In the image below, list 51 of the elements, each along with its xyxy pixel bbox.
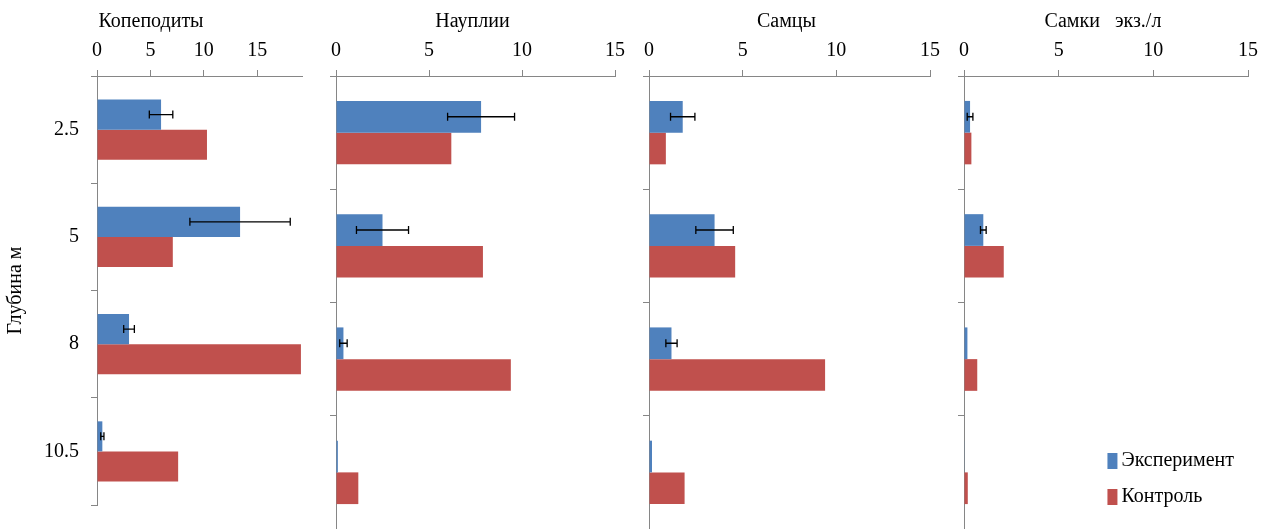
x-tick-label: 5	[737, 38, 748, 60]
bar	[97, 451, 179, 482]
x-tick-label: 10	[826, 38, 847, 60]
y-axis-title: Глубина м	[3, 246, 27, 335]
y-tick-label: 8	[69, 331, 79, 354]
x-tick-label: 10	[193, 38, 214, 60]
bar	[97, 236, 173, 267]
x-tick-label: 0	[644, 38, 654, 60]
chart-title: Самки экз./л	[1044, 9, 1162, 32]
x-tick-label: 15	[920, 38, 940, 60]
bar	[964, 245, 1004, 278]
bar	[964, 359, 978, 391]
x-tick-label: 15	[605, 38, 625, 60]
x-tick-label: 10	[512, 38, 532, 60]
x-tick-label: 0	[92, 38, 102, 60]
bar	[97, 314, 130, 345]
bar	[649, 214, 715, 246]
x-tick-label: 15	[1238, 38, 1258, 60]
chart-title: Науплии	[435, 9, 510, 33]
y-tick-label: 10.5	[44, 438, 79, 461]
bar	[97, 99, 162, 130]
y-tick-label: 2.5	[54, 116, 79, 139]
bar	[336, 245, 483, 278]
x-tick-label: 5	[145, 38, 156, 60]
bar	[964, 472, 968, 505]
bar	[336, 214, 383, 246]
y-tick-label: 5	[69, 224, 79, 247]
bar	[336, 100, 482, 133]
bar	[97, 206, 241, 237]
legend-label: Контроль	[1121, 484, 1203, 508]
bar	[649, 327, 672, 360]
chart-title: Копеподиты	[98, 9, 204, 33]
bar	[649, 245, 736, 278]
bar	[964, 214, 984, 246]
x-tick-label: 0	[331, 38, 341, 60]
x-tick-label: 0	[959, 38, 969, 60]
legend-label: Эксперимент	[1121, 448, 1235, 472]
bar	[336, 359, 511, 391]
bar	[336, 472, 359, 505]
bar	[336, 132, 452, 165]
bar	[649, 132, 666, 165]
x-tick-label: 10	[1143, 38, 1164, 60]
bar	[649, 359, 826, 391]
bar	[97, 129, 207, 160]
bar	[649, 100, 683, 133]
bar	[97, 344, 301, 375]
x-tick-label: 5	[424, 38, 434, 60]
chart-title: Самцы	[756, 9, 817, 33]
x-tick-label: 5	[1053, 38, 1064, 60]
x-tick-label: 15	[247, 38, 268, 60]
bar	[649, 472, 685, 505]
